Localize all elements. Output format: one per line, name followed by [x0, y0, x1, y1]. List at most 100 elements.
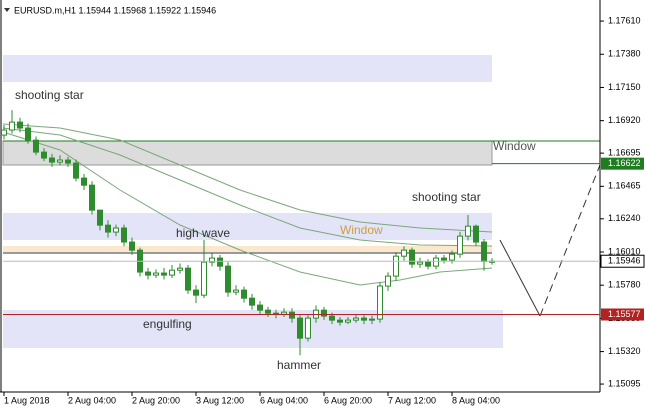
candle-body [361, 317, 367, 321]
y-tick-label: 1.16240 [608, 213, 641, 223]
y-tick-label: 1.16695 [608, 148, 641, 158]
projection [539, 164, 601, 317]
candle-body [33, 139, 39, 153]
annotation: shooting star [15, 88, 84, 102]
candle-body [281, 311, 287, 315]
y-tick-label: 1.16465 [608, 181, 641, 191]
candle-body [385, 275, 391, 287]
candle-body [209, 257, 215, 263]
bid-label: 1.15946 [608, 256, 641, 266]
annotation: engulfing [143, 317, 192, 331]
candle-body [249, 297, 255, 306]
candle-body [41, 151, 47, 159]
candle-body [49, 157, 55, 163]
x-tick-label: 6 Aug 20:00 [324, 395, 372, 405]
candle-body [337, 319, 343, 323]
annotation: high wave [176, 226, 230, 240]
candle-body [65, 159, 71, 164]
x-tick-label: 1 Aug 2018 [4, 395, 50, 405]
candle-body [1, 129, 7, 136]
candle-body [401, 249, 407, 257]
candle-body [409, 249, 415, 265]
x-tick-label: 8 Aug 04:00 [452, 395, 500, 405]
candle-body [129, 241, 135, 251]
candle-body [217, 257, 223, 267]
candle-body [441, 257, 447, 261]
y-tick-label: 1.15780 [608, 280, 641, 290]
y-tick-label: 1.17150 [608, 82, 641, 92]
x-tick-label: 2 Aug 20:00 [132, 395, 180, 405]
level-label: 1.16622 [608, 158, 641, 168]
candle-body [169, 269, 175, 276]
moving-average [2, 123, 493, 233]
candle-body [465, 225, 471, 237]
candle-body [321, 309, 327, 317]
level-label: 1.15577 [608, 309, 641, 319]
zone [3, 213, 492, 240]
candle-body [185, 267, 191, 291]
zone [3, 55, 492, 82]
candle-body [433, 257, 439, 267]
x-tick-label: 2 Aug 04:00 [68, 395, 116, 405]
zone [3, 310, 503, 348]
candle-body [353, 317, 359, 321]
candle-body [265, 309, 271, 314]
x-tick-label: 7 Aug 12:00 [388, 395, 436, 405]
level-tag [601, 308, 644, 321]
candle-body [457, 235, 463, 255]
candle-body [425, 261, 431, 267]
bid-tag [600, 254, 645, 268]
candle-body [81, 177, 87, 186]
candle-body [449, 253, 455, 261]
candle-body [9, 121, 15, 131]
candle-body [289, 311, 295, 319]
candle-body [89, 184, 95, 211]
candle-body [225, 265, 231, 293]
y-tick-label: 1.15320 [608, 346, 641, 356]
candle-body [241, 289, 247, 299]
candle-body [105, 224, 111, 233]
candle-body [193, 289, 199, 296]
candle-body [417, 261, 423, 265]
candle-body [305, 317, 311, 339]
candle-body [145, 271, 151, 276]
zone [2, 140, 493, 166]
candle-body [161, 272, 167, 276]
y-tick-label: 1.15095 [608, 378, 641, 388]
x-tick-label: 3 Aug 12:00 [196, 395, 244, 405]
candle-body [345, 319, 351, 323]
candle-body [369, 318, 375, 321]
candle-body [297, 317, 303, 339]
x-tick-label: 6 Aug 04:00 [260, 395, 308, 405]
header: EURUSD.m,H1 1.15944 1.15968 1.15922 1.15… [14, 5, 216, 15]
candle-body [25, 127, 31, 141]
y-tick-label: 1.16920 [608, 115, 641, 125]
zone [3, 246, 492, 252]
candle-body [393, 255, 399, 277]
y-tick-label: 1.17610 [608, 15, 641, 25]
level-tag [601, 157, 644, 170]
candle-body [73, 162, 79, 179]
candle-body [481, 241, 487, 263]
annotation: Window [340, 223, 383, 237]
candle-body [233, 289, 239, 293]
y-tick-label: 1.17380 [608, 49, 641, 59]
candle-body [177, 267, 183, 271]
projection [499, 239, 541, 317]
candle-body [329, 315, 335, 321]
candle-body [377, 285, 383, 320]
annotation: hammer [277, 358, 321, 372]
moving-average [2, 127, 493, 247]
candle-body [121, 227, 127, 243]
candle-body [257, 304, 263, 311]
annotation: Window [493, 139, 536, 153]
menu-icon [4, 8, 10, 12]
candle-body [17, 121, 23, 129]
candle-body [473, 225, 479, 243]
candle-body [153, 272, 159, 276]
candle-body [57, 159, 63, 163]
y-tick-label: 1.16010 [608, 246, 641, 256]
annotation: shooting star [412, 190, 481, 204]
candle-body [201, 261, 207, 296]
